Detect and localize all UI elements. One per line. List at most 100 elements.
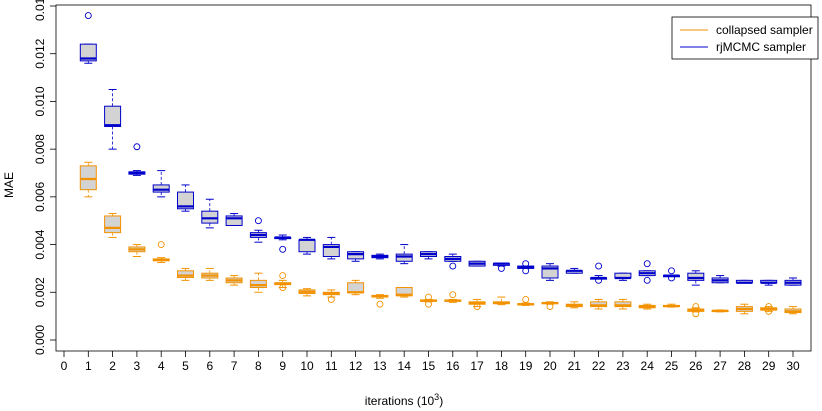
x-tick-label: 7 — [231, 359, 238, 373]
box-iqr — [298, 239, 316, 253]
outlier-point — [327, 295, 335, 303]
box-collapsed — [225, 275, 243, 286]
outlier-point — [449, 262, 457, 270]
y-axis-label: MAE — [2, 172, 16, 198]
box-collapsed — [784, 306, 802, 315]
outlier-point — [522, 267, 530, 275]
box-collapsed — [517, 295, 535, 306]
x-tick-label: 19 — [519, 359, 533, 373]
box-iqr — [590, 301, 608, 308]
box-iqr — [395, 287, 413, 297]
box-collapsed — [420, 293, 437, 308]
box-iqr — [201, 210, 219, 224]
outlier-point — [595, 276, 603, 284]
box-rjmcmc — [79, 12, 97, 64]
box-rjmcmc — [420, 251, 437, 260]
x-tick-label: 8 — [255, 359, 262, 373]
x-tick-label: 18 — [495, 359, 509, 373]
box-rjmcmc — [298, 236, 316, 255]
box-iqr — [104, 215, 122, 234]
box-iqr — [152, 184, 170, 193]
box-iqr — [79, 43, 97, 62]
x-tick-label: 3 — [134, 359, 141, 373]
box-rjmcmc — [760, 279, 778, 286]
box-collapsed — [177, 267, 194, 281]
box-iqr — [541, 265, 559, 279]
x-tick-label: 9 — [279, 359, 286, 373]
x-tick-label: 2 — [109, 359, 116, 373]
box-rjmcmc — [784, 277, 802, 286]
x-tick-label: 14 — [398, 359, 412, 373]
box-rjmcmc — [322, 236, 340, 260]
outlier-point — [643, 276, 651, 284]
box-rjmcmc — [177, 184, 194, 212]
box-rjmcmc — [541, 263, 559, 281]
box-rjmcmc — [735, 279, 753, 284]
box-iqr — [322, 244, 340, 257]
box-collapsed — [444, 291, 462, 303]
box-collapsed — [687, 303, 705, 318]
box-collapsed — [298, 288, 316, 297]
box-collapsed — [663, 303, 680, 308]
box-collapsed — [128, 244, 146, 257]
x-tick-label: 1 — [85, 359, 92, 373]
y-tick-label: 0.000 — [33, 325, 47, 355]
box-collapsed — [492, 296, 510, 306]
outlier-point — [765, 303, 773, 311]
y-tick-label: 0.014 — [33, 0, 47, 21]
outlier-point — [133, 143, 141, 151]
outlier-point — [595, 262, 603, 270]
box-collapsed — [152, 241, 170, 263]
x-tick-label: 0 — [61, 359, 68, 373]
box-collapsed — [322, 289, 340, 303]
box-iqr — [347, 251, 365, 260]
box-rjmcmc — [201, 198, 219, 229]
box-collapsed — [541, 301, 559, 311]
y-tick-label: 0.002 — [33, 277, 47, 307]
legend-label-rjmcmc: rjMCMC sampler — [716, 40, 806, 54]
x-tick-label: 23 — [616, 359, 630, 373]
box-rjmcmc — [468, 260, 486, 267]
box-rjmcmc — [687, 270, 705, 286]
box-rjmcmc — [590, 262, 608, 284]
box-rjmcmc — [104, 89, 122, 150]
box-collapsed — [614, 298, 632, 310]
x-tick-label: 22 — [592, 359, 606, 373]
box-collapsed — [201, 267, 219, 281]
outlier-point — [473, 303, 481, 311]
x-tick-label: 17 — [470, 359, 484, 373]
box-rjmcmc — [249, 217, 267, 243]
x-tick-label: 5 — [182, 359, 189, 373]
box-collapsed — [104, 213, 122, 238]
outlier-point — [497, 264, 505, 272]
x-tick-label: 25 — [665, 359, 679, 373]
y-tick-label: 0.008 — [33, 134, 47, 164]
outlier-point — [279, 284, 287, 291]
x-tick-label: 24 — [641, 359, 655, 373]
x-tick-label: 29 — [762, 359, 776, 373]
box-rjmcmc — [347, 251, 365, 262]
box-iqr — [225, 215, 243, 226]
x-axis-label-close: ) — [439, 394, 443, 408]
box-rjmcmc — [444, 253, 462, 270]
box-rjmcmc — [225, 213, 243, 226]
legend-label-collapsed: collapsed sampler — [716, 23, 813, 37]
y-tick-label: 0.010 — [33, 86, 47, 116]
plot-area — [79, 12, 802, 318]
box-rjmcmc — [274, 234, 292, 253]
x-tick-label: 20 — [543, 359, 557, 373]
box-rjmcmc — [517, 260, 535, 275]
x-tick-label: 27 — [713, 359, 727, 373]
x-tick-label: 21 — [568, 359, 582, 373]
box-collapsed — [274, 272, 292, 291]
legend: collapsed sampler rjMCMC sampler — [671, 16, 819, 60]
box-iqr — [395, 253, 413, 262]
box-rjmcmc — [711, 275, 729, 284]
x-tick-label: 16 — [446, 359, 460, 373]
outlier-point — [522, 295, 530, 303]
box-collapsed — [711, 309, 729, 313]
box-collapsed — [760, 303, 778, 315]
box-collapsed — [79, 161, 97, 198]
box-iqr — [177, 270, 194, 278]
